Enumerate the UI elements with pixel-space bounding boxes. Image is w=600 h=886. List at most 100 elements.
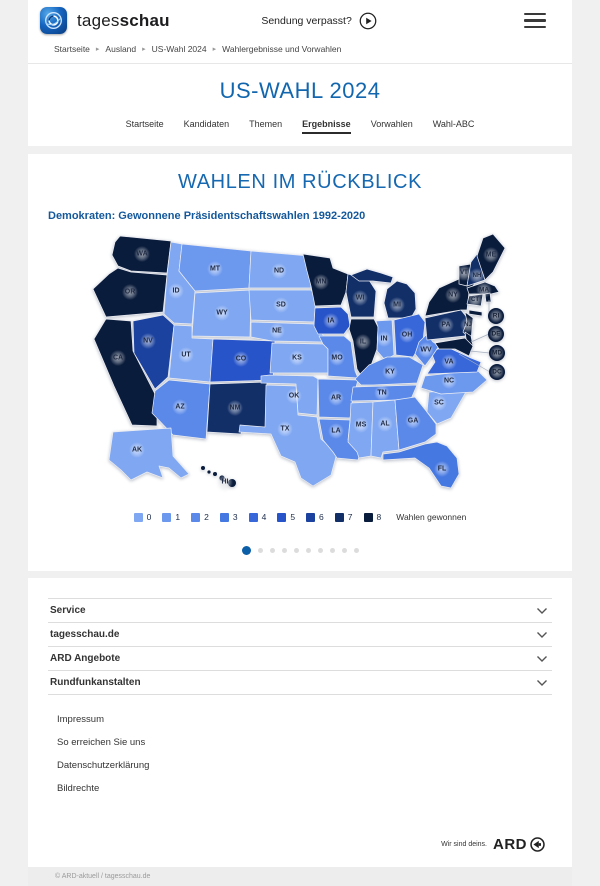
accordion-tagesschau-de[interactable]: tagesschau.de: [48, 623, 552, 647]
carousel-dot-9[interactable]: [341, 548, 347, 553]
menu-icon[interactable]: [524, 9, 546, 32]
state-label-halo: [374, 385, 390, 401]
carousel-dot-4[interactable]: [281, 548, 287, 553]
state-MI[interactable]: [350, 268, 394, 284]
state-label-VA: VA: [444, 359, 453, 366]
state-AK[interactable]: [108, 427, 190, 481]
state-label-halo: [168, 283, 184, 299]
state-label-TN: TN: [377, 390, 386, 397]
state-label-PA: PA: [441, 322, 450, 329]
state-NY[interactable]: [468, 309, 483, 317]
ard-one-icon: [530, 837, 545, 852]
footer-link-impressum[interactable]: Impressum: [57, 714, 104, 725]
carousel-dot-6[interactable]: [305, 548, 311, 553]
footer-link-bildrechte[interactable]: Bildrechte: [57, 783, 100, 794]
state-label-MD: MD: [492, 350, 502, 357]
state-CA[interactable]: [93, 318, 158, 427]
carousel-dot-8[interactable]: [329, 548, 335, 553]
state-label-HI: HI: [222, 479, 229, 486]
breadcrumb-item[interactable]: Ausland: [105, 44, 137, 54]
tab-vorwahlen[interactable]: Vorwahlen: [370, 119, 413, 129]
state-label-halo: [434, 461, 450, 477]
tab-kandidaten[interactable]: Kandidaten: [183, 119, 230, 129]
legend-value: 1: [175, 512, 181, 522]
state-label-UT: UT: [181, 352, 191, 359]
legend-swatch: [248, 512, 258, 522]
carousel-dot-3[interactable]: [269, 548, 275, 553]
legend-item: 6: [306, 512, 324, 522]
legend-swatch: [306, 512, 316, 522]
breadcrumb-item[interactable]: US-Wahl 2024: [151, 44, 207, 54]
state-label-VT: VT: [460, 270, 468, 276]
state-label-halo: [467, 292, 483, 308]
breadcrumb-item[interactable]: Wahlergebnisse und Vorwahlen: [222, 44, 342, 54]
accordion-service[interactable]: Service: [48, 599, 552, 623]
legend-value: 5: [290, 512, 296, 522]
tab-startseite[interactable]: Startseite: [125, 119, 164, 129]
state-label-halo: [217, 474, 233, 490]
accordion-rundfunkanstalten[interactable]: Rundfunkanstalten: [48, 671, 552, 695]
legend-value: 0: [146, 512, 152, 522]
state-NV[interactable]: [132, 314, 175, 390]
state-label-halo: [489, 327, 503, 341]
footer-link-datenschutzerkl-rung[interactable]: Datenschutzerklärung: [57, 760, 150, 771]
site-footer: Service tagesschau.de ARD Angebote Rundfunk…: [28, 578, 572, 867]
state-label-halo: [490, 365, 504, 379]
chevron-down-icon: [537, 679, 547, 686]
accordion-label: tagesschau.de: [50, 629, 120, 640]
brand-wordmark[interactable]: tagesschau: [77, 10, 170, 30]
missed-show-link[interactable]: Sendung verpasst?: [261, 12, 377, 30]
tab-wahl-abc[interactable]: Wahl-ABC: [432, 119, 475, 129]
state-label-OH: OH: [402, 332, 413, 339]
state-label-halo: [355, 334, 371, 350]
carousel-dot-2[interactable]: [257, 548, 263, 553]
carousel-dot-5[interactable]: [293, 548, 299, 553]
state-label-halo: [456, 265, 472, 281]
state-label-NJ: NJ: [464, 322, 472, 328]
legend-item: 8: [363, 512, 381, 522]
state-label-CA: CA: [113, 355, 123, 362]
play-icon[interactable]: [359, 12, 377, 30]
legend-value: 4: [261, 512, 267, 522]
state-label-AK: AK: [132, 447, 142, 454]
state-MD[interactable]: [434, 337, 474, 357]
state-label-FL: FL: [438, 466, 447, 473]
state-label-halo: [489, 309, 503, 323]
state-label-halo: [178, 347, 194, 363]
chevron-down-icon: [537, 655, 547, 662]
callout-line-DE: [470, 333, 490, 343]
state-HI[interactable]: [213, 472, 217, 476]
state-label-halo: [269, 323, 285, 339]
state-NE[interactable]: [250, 321, 324, 343]
state-label-halo: [129, 442, 145, 458]
breadcrumb: Startseite ▸ Ausland ▸ US-Wahl 2024 ▸ Wahlerge…: [28, 40, 572, 64]
breadcrumb-item[interactable]: Startseite: [54, 44, 90, 54]
legend-swatch: [133, 512, 143, 522]
state-label-NV: NV: [143, 338, 153, 345]
election-nav: Startseite Kandidaten Themen Ergebnisse Vorw…: [28, 104, 572, 146]
carousel-dot-10[interactable]: [353, 548, 359, 553]
site-header: tagesschau Sendung verpasst? Startseite ▸…: [28, 0, 572, 64]
state-label-AL: AL: [380, 421, 390, 428]
state-label-halo: [399, 327, 415, 343]
tab-ergebnisse[interactable]: Ergebnisse: [302, 119, 351, 134]
accordion-ard-angebote[interactable]: ARD Angebote: [48, 647, 552, 671]
carousel-dot-7[interactable]: [317, 548, 323, 553]
copyright-text: © ARD-aktuell / tagesschau.de: [55, 873, 151, 880]
state-label-halo: [286, 388, 302, 404]
state-label-DC: DC: [492, 369, 502, 376]
state-HI[interactable]: [201, 466, 205, 470]
state-label-NH: NH: [473, 273, 482, 279]
state-label-ME: ME: [486, 252, 497, 259]
tagesschau-logo-icon[interactable]: [40, 7, 67, 34]
map-widget: WAHLEN IM RÜCKBLICK Demokraten: Gewonnen…: [28, 154, 572, 571]
accordion-label: ARD Angebote: [50, 653, 121, 664]
state-label-WY: WY: [216, 310, 228, 317]
state-HI[interactable]: [207, 470, 211, 474]
state-label-halo: [389, 297, 405, 313]
tab-themen[interactable]: Themen: [249, 119, 283, 129]
state-label-MS: MS: [356, 422, 367, 429]
footer-link-so-erreichen-sie-uns[interactable]: So erreichen Sie uns: [57, 737, 146, 748]
carousel-dot-1[interactable]: [241, 546, 251, 555]
legend-value: 2: [204, 512, 209, 522]
